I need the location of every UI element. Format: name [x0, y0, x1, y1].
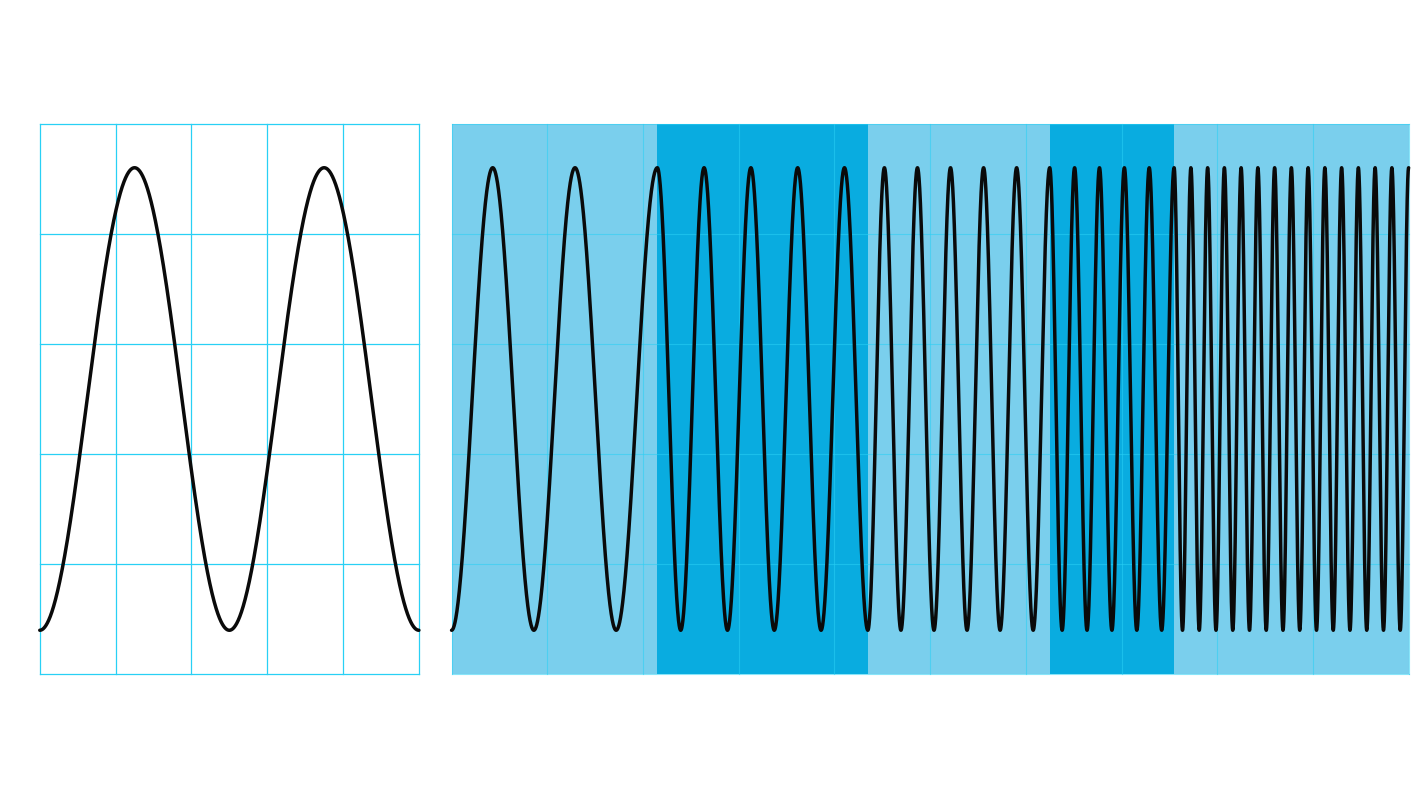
Bar	[452, 124, 657, 674]
Bar	[868, 124, 1049, 674]
Bar	[1049, 124, 1174, 674]
Bar	[657, 124, 868, 674]
Bar	[40, 124, 419, 674]
Bar	[1174, 124, 1409, 674]
